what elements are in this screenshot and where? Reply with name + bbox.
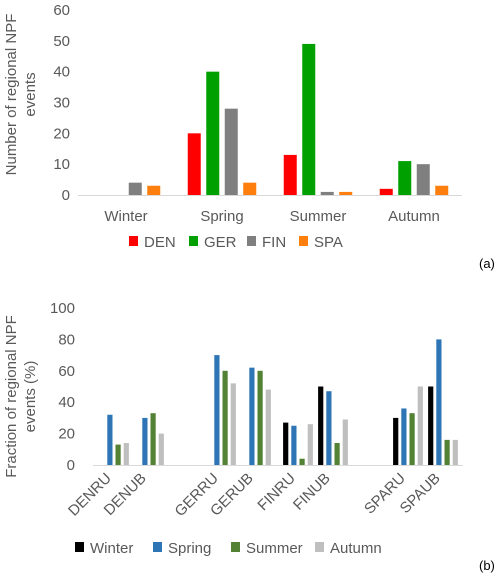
bar-den	[283, 154, 297, 195]
bar-winter	[428, 386, 434, 465]
bar-fin	[320, 191, 334, 195]
legend-label-den: DEN	[144, 234, 176, 251]
bar-autumn	[265, 389, 271, 465]
y-tick-label: 10	[53, 156, 70, 173]
y-axis-label: Number of regional NPF events	[3, 14, 39, 176]
bar-spa	[147, 185, 161, 195]
panel-label: (a)	[479, 256, 495, 271]
bar-autumn	[230, 383, 236, 465]
legend-swatch-ger	[189, 236, 198, 246]
bar-den	[187, 133, 201, 195]
bar-spring	[401, 408, 407, 465]
bar-summer	[222, 370, 228, 465]
bar-autumn	[123, 443, 129, 465]
y-tick-label: 50	[53, 33, 70, 50]
y-tick-label: 60	[53, 2, 70, 19]
legend-label-winter: Winter	[90, 540, 133, 557]
bar-summer	[444, 439, 450, 465]
legend-swatch-fin	[247, 236, 256, 246]
bar-fin	[128, 182, 142, 195]
bar-fin	[224, 108, 238, 195]
bar-summer	[409, 413, 415, 465]
y-tick-label: 40	[53, 64, 70, 81]
y-tick-label: 20	[58, 426, 75, 443]
x-tick-label: Spring	[200, 208, 243, 225]
bar-summer	[334, 443, 340, 465]
bar-winter	[393, 417, 399, 465]
y-axis-label: Fraction of regional NPF events (%)	[3, 315, 39, 478]
y-tick-label: 80	[58, 331, 75, 348]
bar-summer	[115, 444, 121, 465]
y-tick-label: 0	[62, 187, 70, 204]
legend-swatch-spa	[299, 236, 308, 246]
y-tick-label: 20	[53, 125, 70, 142]
bar-spa	[339, 191, 353, 195]
legend-swatch-spring	[153, 542, 162, 552]
bar-autumn	[417, 386, 423, 465]
x-tick-label: FINUB	[290, 470, 334, 514]
bar-spring	[326, 391, 332, 465]
legend-swatch-den	[129, 236, 138, 246]
bar-fin	[416, 164, 430, 195]
bar-spa	[243, 182, 257, 195]
bar-ger	[302, 43, 316, 195]
bar-spring	[249, 367, 255, 465]
bar-autumn	[452, 439, 458, 465]
bar-spring	[436, 339, 442, 465]
legend-label-spring: Spring	[168, 540, 211, 557]
bar-ger	[206, 71, 220, 195]
x-tick-label: Summer	[290, 208, 347, 225]
legend-label-fin: FIN	[262, 234, 286, 251]
bar-autumn	[342, 419, 348, 465]
bar-ger	[398, 161, 412, 195]
y-tick-label: 60	[58, 363, 75, 380]
y-tick-label: 100	[50, 300, 75, 317]
legend-swatch-autumn	[315, 542, 324, 552]
x-tick-label: Autumn	[388, 208, 440, 225]
bar-spring	[214, 355, 220, 465]
bar-spring	[107, 414, 113, 465]
y-tick-label: 30	[53, 95, 70, 112]
legend-label-summer: Summer	[246, 540, 303, 557]
bar-summer	[299, 458, 305, 465]
bar-spring	[142, 417, 148, 465]
bar-summer	[150, 413, 156, 465]
bar-winter	[318, 386, 324, 465]
bar-spring	[291, 425, 297, 465]
y-tick-label: 40	[58, 394, 75, 411]
bar-spa	[435, 185, 449, 195]
legend-swatch-summer	[231, 542, 240, 552]
legend-label-spa: SPA	[314, 234, 343, 251]
x-tick-label: Winter	[104, 208, 147, 225]
bar-den	[379, 188, 393, 195]
chart-a: 0 10 20 30 40 50 60 Number of regional NPF event…	[3, 2, 495, 271]
bar-winter	[283, 422, 289, 465]
legend-label-autumn: Autumn	[330, 540, 382, 557]
chart-b: 0 20 40 60 80 100 Fraction of regional NPF even…	[3, 300, 495, 573]
legend-label-ger: GER	[204, 234, 237, 251]
y-tick-label: 0	[67, 457, 75, 474]
bar-autumn	[158, 433, 164, 465]
bar-summer	[257, 370, 263, 465]
bar-autumn	[307, 424, 313, 465]
panel-label: (b)	[479, 558, 495, 573]
legend-swatch-winter	[75, 542, 84, 552]
x-tick-label: FINRU	[254, 470, 298, 514]
